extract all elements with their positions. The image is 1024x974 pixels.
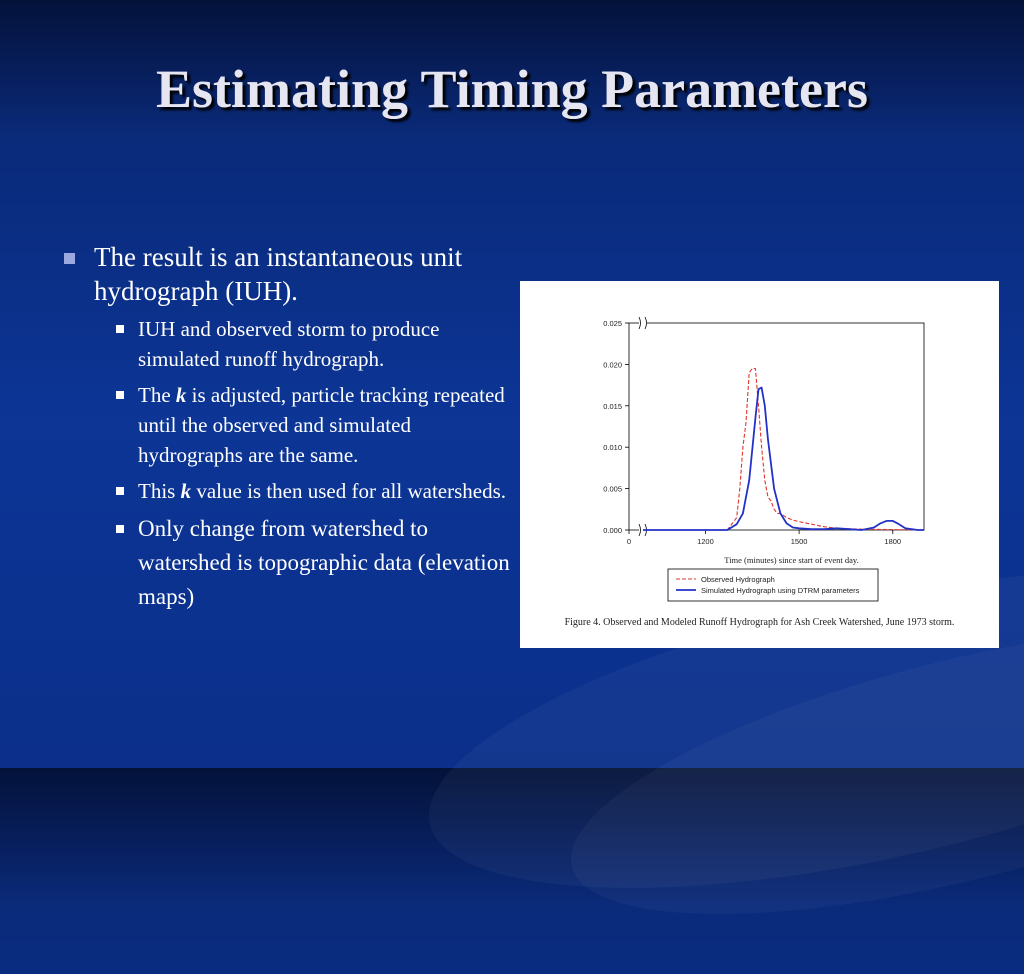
y-tick-label: 0.000 xyxy=(603,526,622,535)
x-tick-label: 0 xyxy=(627,537,631,546)
square-bullet-icon xyxy=(116,487,124,495)
sub-bullet-text-pre: The xyxy=(138,383,176,407)
x-tick-label: 1800 xyxy=(884,537,901,546)
axis-break-mark xyxy=(638,316,647,330)
sub-bullet-item: IUH and observed storm to produce simula… xyxy=(60,314,520,374)
legend-label: Simulated Hydrograph using DTRM paramete… xyxy=(701,586,860,595)
square-bullet-icon xyxy=(116,525,124,533)
sub-bullet-item: The k is adjusted, particle tracking rep… xyxy=(60,380,520,470)
sub-bullet-item: This k value is then used for all waters… xyxy=(60,476,520,506)
y-tick-label: 0.025 xyxy=(603,319,622,328)
y-tick-label: 0.015 xyxy=(603,402,622,411)
legend-box xyxy=(667,568,879,602)
hydrograph-figure: 0.000 0.005 0.010 0.015 0.020 0.025 0 1200 1500 1… xyxy=(520,281,999,648)
x-tick-label: 1200 xyxy=(697,537,714,546)
square-bullet-icon xyxy=(116,325,124,333)
bullet-item: The result is an instantaneous unit hydr… xyxy=(60,240,520,308)
sub-bullet-item: Only change from watershed to watershed … xyxy=(60,512,520,614)
hydrograph-chart: 0.000 0.005 0.010 0.015 0.020 0.025 0 1200 1500 1… xyxy=(603,316,925,602)
plot-frame xyxy=(628,322,925,531)
sub-bullet-text-post: is adjusted, particle tracking repeated … xyxy=(138,383,505,467)
x-axis-label: Time (minutes) since start of event day. xyxy=(724,555,858,565)
sub-bullet-text-post: value is then used for all watersheds. xyxy=(191,479,507,503)
figure-caption: Figure 4. Observed and Modeled Runoff Hy… xyxy=(564,617,955,628)
y-tick-label: 0.010 xyxy=(603,443,622,452)
k-parameter: k xyxy=(180,479,192,503)
k-parameter: k xyxy=(175,383,187,407)
bullet-list: The result is an instantaneous unit hydr… xyxy=(60,240,520,620)
simulated-hydrograph-line xyxy=(643,386,924,531)
x-tick-label: 1500 xyxy=(791,537,808,546)
y-tick-label: 0.005 xyxy=(603,485,622,494)
sub-bullet-text-pre: This xyxy=(138,479,181,503)
legend-label: Observed Hydrograph xyxy=(701,575,775,584)
square-bullet-icon xyxy=(116,391,124,399)
observed-hydrograph-line xyxy=(643,367,925,531)
slide-title: Estimating Timing Parameters xyxy=(156,59,868,119)
sub-bullet-text: IUH and observed storm to produce simula… xyxy=(138,317,440,371)
bullet-text: The result is an instantaneous unit hydr… xyxy=(94,242,463,306)
y-tick-label: 0.020 xyxy=(603,360,622,369)
axis-break-gap xyxy=(639,318,647,328)
square-bullet-icon xyxy=(64,253,75,264)
sub-bullet-text: Only change from watershed to watershed … xyxy=(138,516,510,609)
